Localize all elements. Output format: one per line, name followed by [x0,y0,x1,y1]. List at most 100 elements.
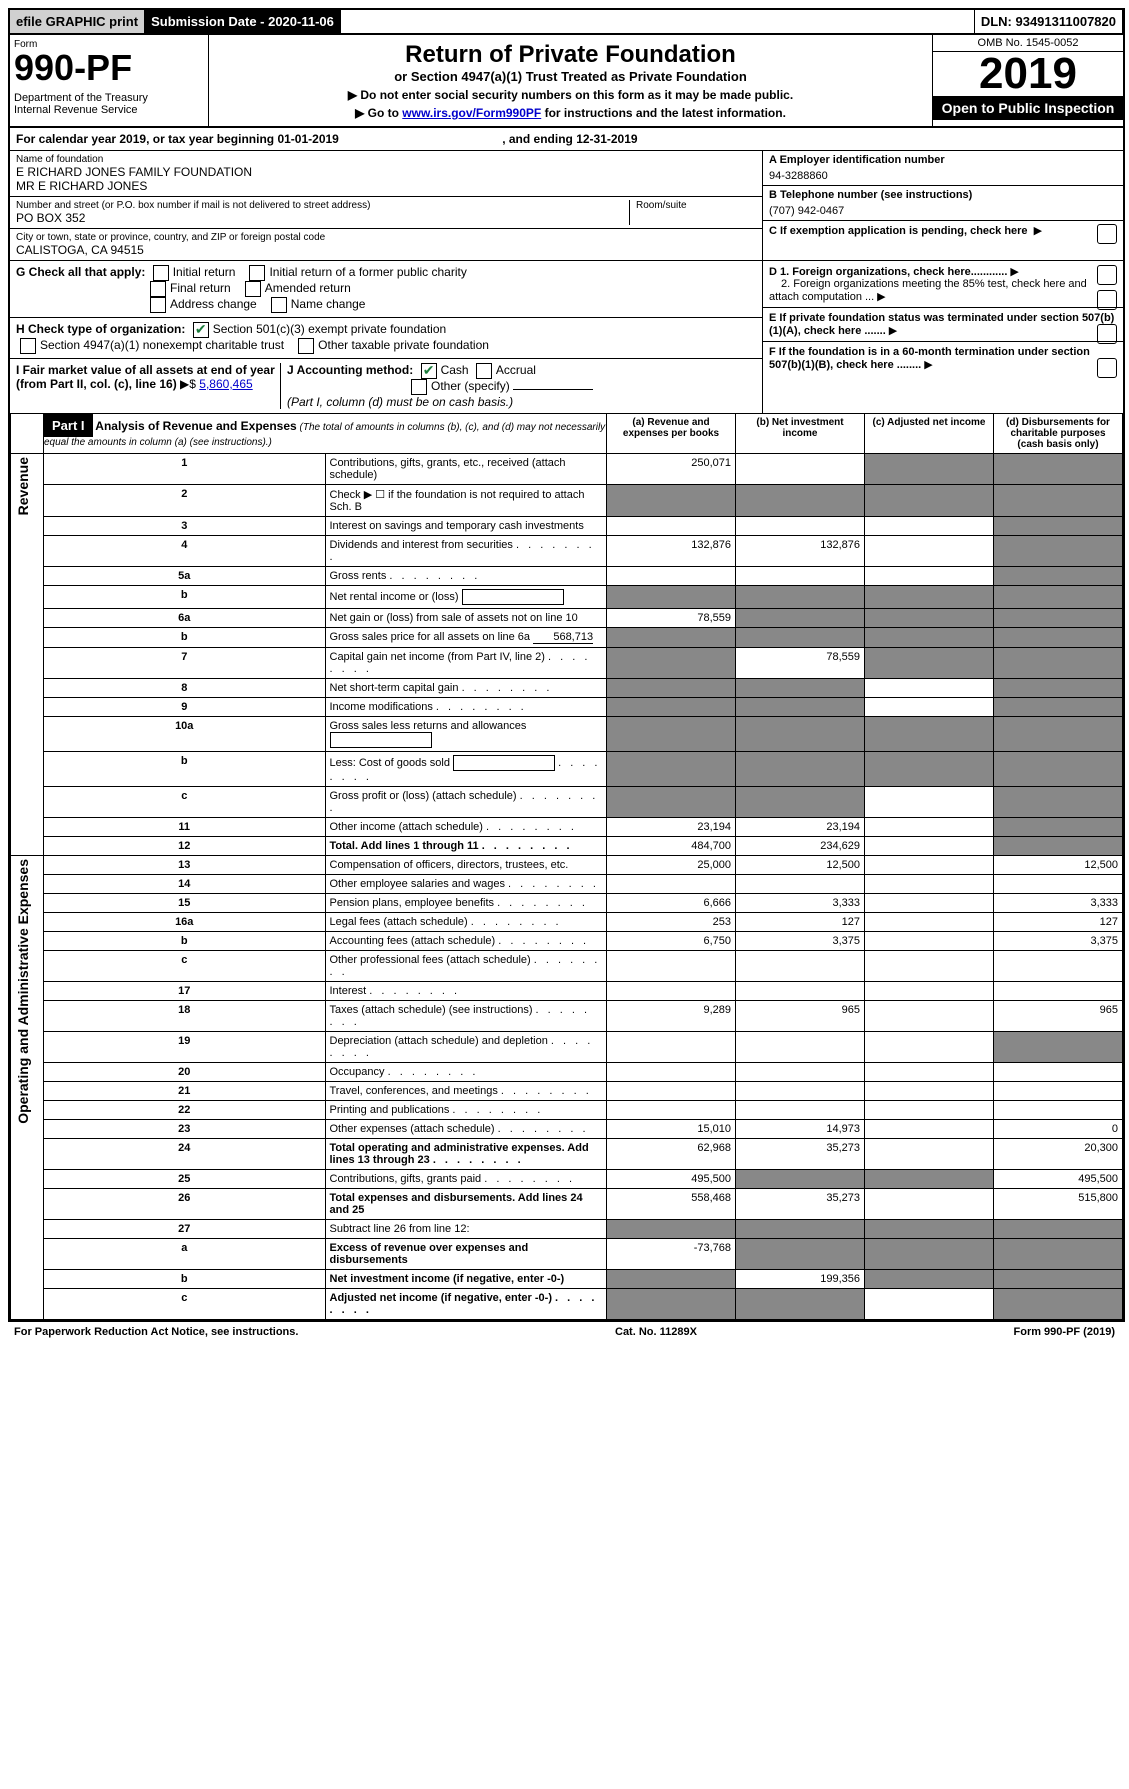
line-description: Interest on savings and temporary cash i… [325,517,607,536]
cb-e[interactable] [1097,324,1117,344]
cb-501c3[interactable]: ✔ [193,322,209,338]
table-row: 8Net short-term capital gain . . . . . .… [11,679,1123,698]
cell-d [994,787,1123,818]
line-description: Pension plans, employee benefits . . . .… [325,894,607,913]
line-number: 2 [44,485,326,517]
cell-c [865,586,994,609]
cell-a [607,1063,736,1082]
line-description: Net gain or (loss) from sale of assets n… [325,609,607,628]
cb-other-method[interactable] [411,379,427,395]
cell-c [865,517,994,536]
cell-c [865,932,994,951]
exemption-label: C If exemption application is pending, c… [769,225,1028,237]
cb-name-change[interactable] [271,297,287,313]
cb-accrual[interactable] [476,363,492,379]
line-number: 5a [44,567,326,586]
cb-d1[interactable] [1097,265,1117,285]
irs-link[interactable]: www.irs.gov/Form990PF [402,106,541,120]
table-row: bLess: Cost of goods sold . . . . . . . … [11,752,1123,787]
table-row: 4Dividends and interest from securities … [11,536,1123,567]
cell-b [736,1289,865,1320]
cell-b [736,717,865,752]
cell-a: -73,768 [607,1239,736,1270]
cell-d [994,951,1123,982]
efile-button[interactable]: efile GRAPHIC print [10,10,145,33]
table-row: 23Other expenses (attach schedule) . . .… [11,1120,1123,1139]
cell-a: 132,876 [607,536,736,567]
cb-other-taxable[interactable] [298,338,314,354]
header: Form 990-PF Department of the Treasury I… [10,35,1123,128]
cell-b [736,586,865,609]
line-number: 6a [44,609,326,628]
table-row: aExcess of revenue over expenses and dis… [11,1239,1123,1270]
line-description: Total expenses and disbursements. Add li… [325,1189,607,1220]
table-row: 14Other employee salaries and wages . . … [11,875,1123,894]
cell-a [607,586,736,609]
cb-cash[interactable]: ✔ [421,363,437,379]
section-h: H Check type of organization: ✔Section 5… [10,318,762,359]
line-description: Other income (attach schedule) . . . . .… [325,818,607,837]
top-bar: efile GRAPHIC print Submission Date - 20… [10,10,1123,35]
cell-d [994,752,1123,787]
expenses-side-label: Operating and Administrative Expenses [15,859,31,1124]
cb-address-change[interactable] [150,297,166,313]
cb-4947[interactable] [20,338,36,354]
cb-f[interactable] [1097,358,1117,378]
cell-d [994,982,1123,1001]
cell-d: 0 [994,1120,1123,1139]
table-row: cGross profit or (loss) (attach schedule… [11,787,1123,818]
revenue-side-label: Revenue [15,457,31,515]
cell-a: 78,559 [607,609,736,628]
cell-d [994,1063,1123,1082]
part1-table: Part I Analysis of Revenue and Expenses … [10,413,1123,1320]
cell-c [865,1270,994,1289]
line-description: Net rental income or (loss) [325,586,607,609]
line-description: Occupancy . . . . . . . . [325,1063,607,1082]
cell-b [736,1032,865,1063]
line-description: Accounting fees (attach schedule) . . . … [325,932,607,951]
cell-d [994,517,1123,536]
line-number: 20 [44,1063,326,1082]
line-description: Total. Add lines 1 through 11 . . . . . … [325,837,607,856]
line-description: Contributions, gifts, grants paid . . . … [325,1170,607,1189]
foundation-name-2: MR E RICHARD JONES [16,179,756,193]
ein-label: A Employer identification number [769,154,1117,166]
fmv-value[interactable]: 5,860,465 [199,377,252,391]
table-row: 6aNet gain or (loss) from sale of assets… [11,609,1123,628]
cell-b: 14,973 [736,1120,865,1139]
form-ref: Form 990-PF (2019) [1014,1326,1115,1338]
cb-final-return[interactable] [150,281,166,297]
line-number: 11 [44,818,326,837]
cell-a [607,1270,736,1289]
city-label: City or town, state or province, country… [16,232,756,243]
line-number: 27 [44,1220,326,1239]
cell-a [607,1220,736,1239]
cell-b: 3,375 [736,932,865,951]
table-row: 3Interest on savings and temporary cash … [11,517,1123,536]
line-number: a [44,1239,326,1270]
d1-label: D 1. Foreign organizations, check here..… [769,266,1007,278]
cell-b: 965 [736,1001,865,1032]
cell-c [865,1032,994,1063]
table-row: 10aGross sales less returns and allowanc… [11,717,1123,752]
ssn-note: ▶ Do not enter social security numbers o… [215,88,926,102]
table-row: 7Capital gain net income (from Part IV, … [11,648,1123,679]
footer: For Paperwork Reduction Act Notice, see … [8,1322,1121,1342]
cb-d2[interactable] [1097,290,1117,310]
cb-initial-former[interactable] [249,265,265,281]
table-row: 15Pension plans, employee benefits . . .… [11,894,1123,913]
cb-amended[interactable] [245,281,261,297]
cell-c [865,485,994,517]
dln-number: DLN: 93491311007820 [974,10,1123,33]
cell-c [865,609,994,628]
cell-c [865,856,994,875]
cell-b [736,1082,865,1101]
cb-initial-return[interactable] [153,265,169,281]
exemption-checkbox[interactable] [1097,224,1117,244]
tax-year: 2019 [933,52,1123,96]
cell-c [865,787,994,818]
cell-b [736,609,865,628]
cell-d [994,648,1123,679]
cell-b [736,1220,865,1239]
part1-label: Part I [44,414,93,437]
